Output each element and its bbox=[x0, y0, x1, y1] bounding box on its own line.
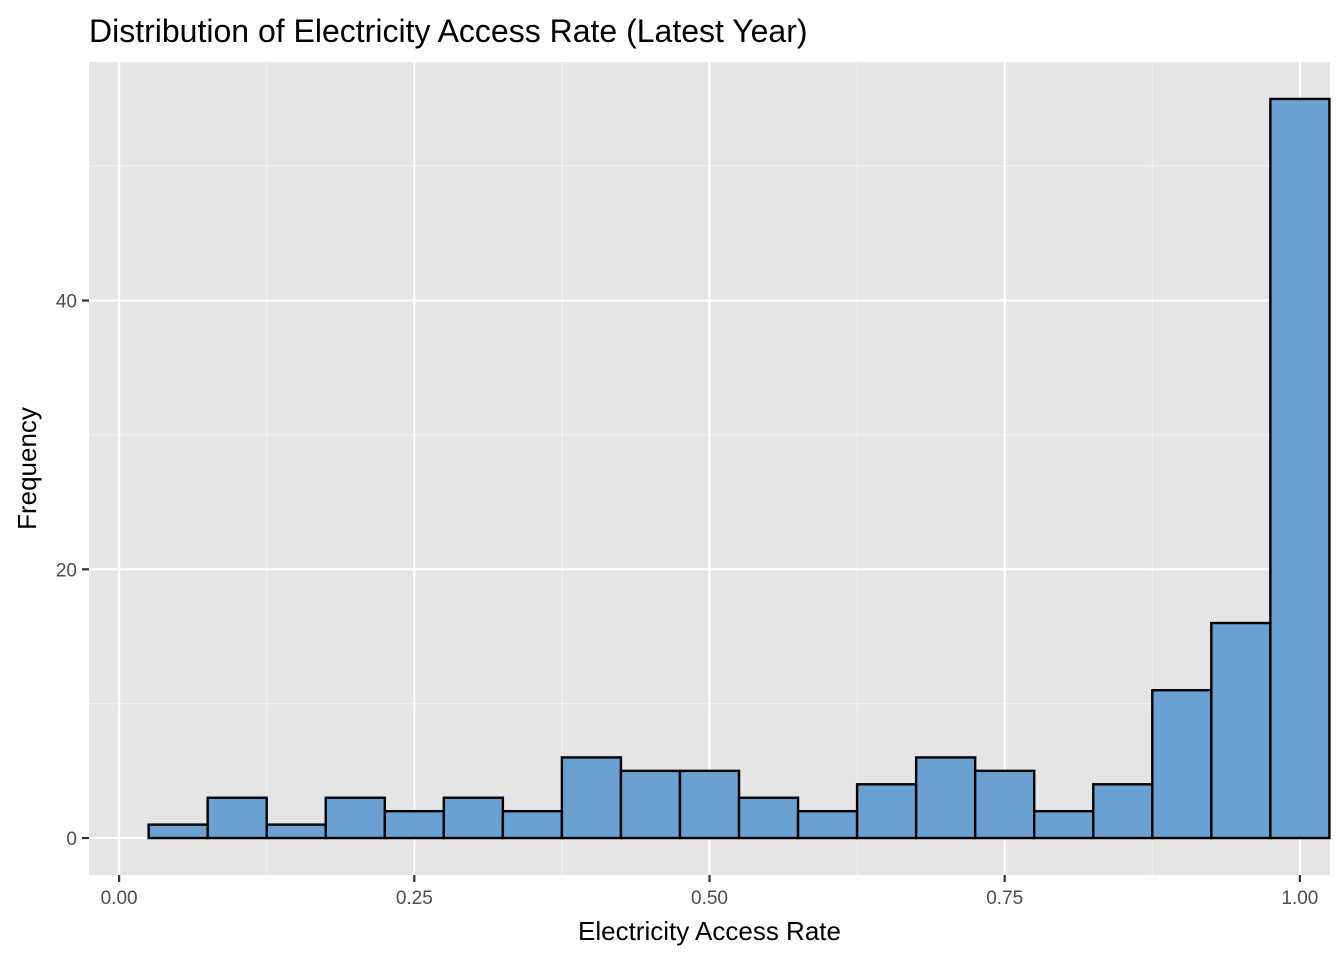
histogram-bar bbox=[1033, 809, 1095, 840]
x-tick-label: 0.75 bbox=[986, 888, 1023, 909]
histogram-bar bbox=[973, 769, 1036, 840]
histogram-bar bbox=[1269, 97, 1331, 840]
histogram-bar bbox=[619, 769, 682, 840]
y-tick-label: 20 bbox=[56, 560, 77, 581]
histogram-bar bbox=[737, 796, 800, 840]
histogram-bar bbox=[206, 796, 268, 840]
histogram-bar bbox=[560, 756, 623, 840]
x-tick-label: 0.00 bbox=[101, 888, 138, 909]
chart-title: Distribution of Electricity Access Rate … bbox=[89, 13, 808, 49]
x-axis: 0.00 0.25 0.50 0.75 1.00 bbox=[101, 875, 1318, 909]
histogram-bar bbox=[442, 796, 505, 840]
x-tick-label: 0.50 bbox=[691, 888, 728, 909]
histogram-bar bbox=[1092, 783, 1154, 840]
y-axis-title: Frequency bbox=[12, 407, 42, 530]
histogram-bar bbox=[324, 796, 386, 840]
histogram-bar bbox=[1151, 689, 1213, 840]
y-tick-label: 0 bbox=[66, 829, 77, 850]
histogram-bar bbox=[265, 823, 327, 840]
histogram-bar bbox=[914, 756, 977, 840]
histogram-bar bbox=[501, 809, 564, 840]
histogram-bar bbox=[855, 783, 918, 840]
x-tick-label: 0.25 bbox=[396, 888, 433, 909]
y-axis: 0 20 40 bbox=[56, 292, 89, 850]
histogram-bar bbox=[383, 809, 446, 840]
histogram-bars bbox=[147, 97, 1331, 840]
histogram-bar bbox=[1210, 621, 1272, 840]
histogram-bar bbox=[147, 823, 209, 840]
x-axis-title: Electricity Access Rate bbox=[578, 916, 841, 946]
histogram-bar bbox=[796, 809, 859, 840]
x-tick-label: 1.00 bbox=[1281, 888, 1318, 909]
histogram-bar bbox=[678, 769, 741, 840]
y-tick-label: 40 bbox=[56, 292, 77, 313]
